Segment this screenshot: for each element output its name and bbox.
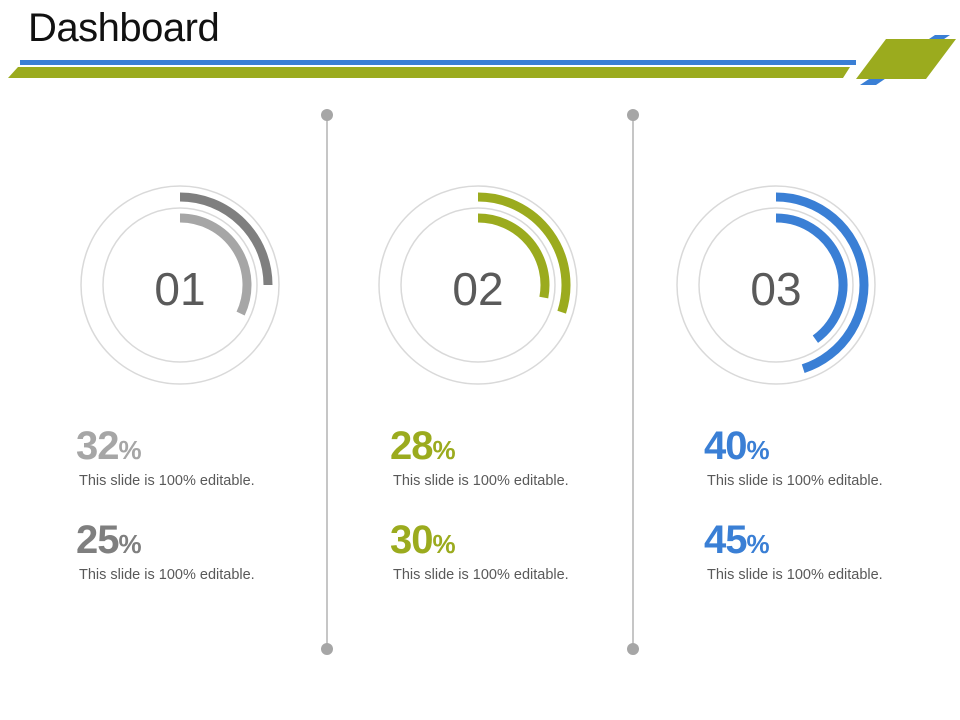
stat-caption: This slide is 100% editable. [393,567,569,583]
outer-track [378,185,578,385]
divider-right [627,109,639,655]
stat-value: 40 [704,424,747,468]
ring-label: 01 [154,263,206,315]
stat-block: 40% This slide is 100% editable. [704,426,883,489]
stat-value: 45 [704,518,747,562]
stat-block: 30% This slide is 100% editable. [390,520,569,583]
ring-panel-3: 03 [666,170,886,400]
stat-value: 25 [76,518,119,562]
stat-unit: % [746,529,770,559]
inner-track [698,207,854,363]
stat-block: 28% This slide is 100% editable. [390,426,569,489]
stat-block: 45% This slide is 100% editable. [704,520,883,583]
stat-caption: This slide is 100% editable. [707,567,883,583]
stat-unit: % [118,435,142,465]
ring-panel-1: 01 [70,170,290,400]
stat-value: 28 [390,424,433,468]
inner-arc [775,213,848,343]
ring-label: 03 [750,263,802,315]
inner-arc [477,213,550,299]
ring-chart-2 [378,185,578,385]
ring-label: 02 [452,263,504,315]
stat-unit: % [746,435,770,465]
ring-panel-2: 02 [368,170,588,400]
inner-arc [179,213,252,316]
title-banner [8,35,956,85]
stat-unit: % [432,435,456,465]
outer-arc [477,192,571,314]
outer-track [676,185,876,385]
stat-value: 30 [390,518,433,562]
stat-caption: This slide is 100% editable. [707,473,883,489]
stat-unit: % [432,529,456,559]
outer-track [80,185,280,385]
inner-track [400,207,556,363]
banner-blue-line [20,60,856,65]
banner-green-parallelogram [856,39,956,79]
stat-caption: This slide is 100% editable. [79,567,255,583]
stat-value: 32 [76,424,119,468]
stat-caption: This slide is 100% editable. [79,473,255,489]
stat-unit: % [118,529,142,559]
outer-arc [775,192,869,373]
stat-block: 32% This slide is 100% editable. [76,426,255,489]
ring-chart-3 [676,185,876,385]
slide-title: Dashboard [28,6,220,50]
divider-left [321,109,333,655]
banner-green-bar [8,67,850,78]
outer-arc [179,192,273,286]
stat-caption: This slide is 100% editable. [393,473,569,489]
inner-track [102,207,258,363]
stat-block: 25% This slide is 100% editable. [76,520,255,583]
ring-chart-1 [80,185,280,385]
